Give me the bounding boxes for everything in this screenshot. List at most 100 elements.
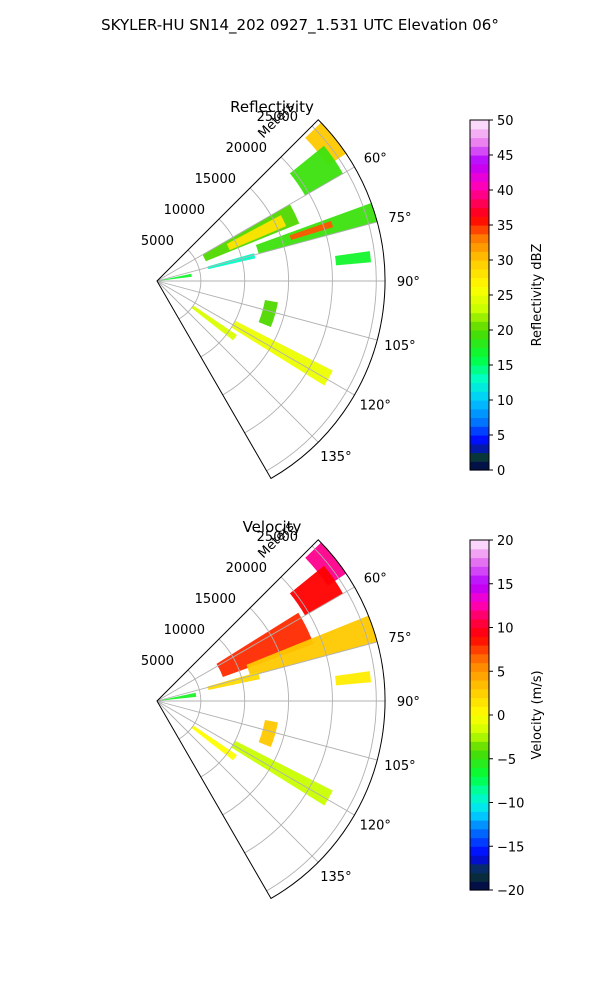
- azimuth-spoke-1: [156, 221, 378, 282]
- colorbar-segment-26: [470, 653, 489, 664]
- radial-tick-label-3: 20000: [226, 141, 267, 156]
- colorbar-segment-21: [470, 277, 489, 287]
- colorbar-segment-24: [470, 671, 489, 681]
- radial-tick-label-0: 5000: [141, 654, 174, 669]
- colorbar-segment-18: [470, 303, 489, 314]
- velocity-colorbar: −20 −15 −10 −5 0 5 10 15 20 Velocity (m/s): [469, 534, 545, 899]
- echo-region-11: [191, 305, 237, 341]
- colorbar-segment-13: [470, 347, 489, 357]
- colorbar-tick-label-5: 25: [497, 289, 514, 304]
- angle-tick-label-2: 90°: [397, 695, 420, 710]
- colorbar-segment-1: [470, 872, 489, 882]
- radial-tick-label-2: 15000: [195, 172, 236, 187]
- colorbar-tick-label-1: −15: [497, 840, 524, 855]
- colorbar-segment-34: [470, 583, 489, 594]
- colorbar-segment-12: [470, 356, 489, 366]
- echo-region-7: [258, 720, 278, 747]
- colorbar-segment-5: [470, 417, 489, 427]
- colorbar-tick-label-7: 15: [497, 578, 514, 593]
- azimuth-spoke-5: [156, 280, 319, 443]
- azimuth-spoke-3: [156, 700, 378, 761]
- colorbar-segment-14: [470, 338, 489, 349]
- sector-frame: [156, 119, 386, 480]
- colorbar-segment-10: [470, 373, 489, 384]
- colorbar-segment-34: [470, 163, 489, 174]
- colorbar-segment-4: [470, 426, 489, 436]
- colorbar-segment-28: [470, 216, 489, 226]
- colorbar-segment-29: [470, 627, 489, 637]
- azimuth-spoke-1: [156, 641, 378, 702]
- colorbar-segment-35: [470, 155, 489, 165]
- panel-title: Velocity: [243, 518, 302, 536]
- colorbar-segment-6: [470, 828, 489, 839]
- colorbar-segment-4: [470, 846, 489, 856]
- radial-tick-label-1: 10000: [164, 623, 205, 638]
- range-ring-3: [244, 156, 333, 434]
- colorbar-segment-14: [470, 758, 489, 769]
- angle-tick-label-2: 90°: [397, 275, 420, 290]
- velocity-panel: 60° 75° 90° 105° 120° 135° 5000 10000 15000 20000…: [141, 518, 420, 900]
- echo-region-5: [289, 221, 334, 240]
- colorbar-segment-6: [470, 408, 489, 419]
- radial-tick-label-4: 25000: [257, 110, 298, 125]
- sector-frame: [156, 539, 386, 900]
- radial-tick-label-4: 25000: [257, 530, 298, 545]
- angle-tick-label-5: 135°: [320, 450, 351, 465]
- colorbar-segment-7: [470, 400, 489, 410]
- radial-tick-label-3: 20000: [226, 561, 267, 576]
- colorbar-segment-36: [470, 566, 489, 576]
- colorbar-segment-2: [470, 863, 489, 874]
- colorbar-segment-39: [470, 540, 489, 550]
- colorbar-tick-label-7: 35: [497, 219, 514, 234]
- range-ring-1: [200, 218, 246, 358]
- colorbar-segment-32: [470, 181, 489, 191]
- colorbar-segment-0: [470, 881, 489, 891]
- echo-region-0: [305, 542, 347, 586]
- echo-region-3: [226, 215, 287, 251]
- colorbar-tick-label-0: 0: [497, 464, 505, 479]
- colorbar-segment-36: [470, 146, 489, 156]
- colorbar-segment-29: [470, 207, 489, 217]
- colorbar-segment-33: [470, 172, 489, 182]
- colorbar-segment-20: [470, 286, 489, 296]
- echo-region-9: [191, 725, 237, 761]
- echo-region-6: [335, 671, 372, 686]
- azimuth-spoke-3: [156, 280, 378, 341]
- echo-region-1: [289, 145, 344, 196]
- colorbar-segment-9: [470, 382, 489, 392]
- reflectivity-colorbar: 0 5 10 15 20 25 30 35 40 45 50 Reflectivity dBZ: [469, 114, 545, 479]
- colorbar-segment-8: [470, 391, 489, 401]
- radial-tick-label-1: 10000: [164, 203, 205, 218]
- colorbar-segment-35: [470, 575, 489, 585]
- colorbar-segment-15: [470, 750, 489, 760]
- angle-tick-label-4: 120°: [360, 399, 391, 414]
- colorbar-tick-label-0: −20: [497, 884, 524, 899]
- colorbar-segment-24: [470, 251, 489, 261]
- colorbar-segment-1: [470, 452, 489, 462]
- colorbar-segment-17: [470, 732, 489, 742]
- colorbar-segment-21: [470, 697, 489, 707]
- colorbar-segment-37: [470, 137, 489, 147]
- colorbar-label: Reflectivity dBZ: [530, 244, 545, 347]
- colorbar-segment-38: [470, 548, 489, 559]
- colorbar-segment-37: [470, 557, 489, 567]
- colorbar-segment-30: [470, 198, 489, 209]
- echo-region-2: [216, 612, 314, 678]
- range-ring-3: [244, 576, 333, 854]
- colorbar-segment-19: [470, 295, 489, 305]
- angle-tick-label-1: 75°: [388, 211, 411, 226]
- colorbar-segment-22: [470, 268, 489, 279]
- colorbar-segment-25: [470, 242, 489, 252]
- colorbar-tick-label-6: 10: [497, 622, 514, 637]
- colorbar-segment-8: [470, 811, 489, 821]
- angle-tick-label-3: 105°: [384, 759, 415, 774]
- colorbar-segment-22: [470, 688, 489, 699]
- colorbar-segment-32: [470, 601, 489, 611]
- colorbar-segment-31: [470, 610, 489, 620]
- colorbar-segment-18: [470, 723, 489, 734]
- echo-region-4: [207, 671, 260, 691]
- colorbar-segment-23: [470, 260, 489, 270]
- azimuth-spoke-5: [156, 700, 319, 863]
- colorbar-segment-16: [470, 321, 489, 331]
